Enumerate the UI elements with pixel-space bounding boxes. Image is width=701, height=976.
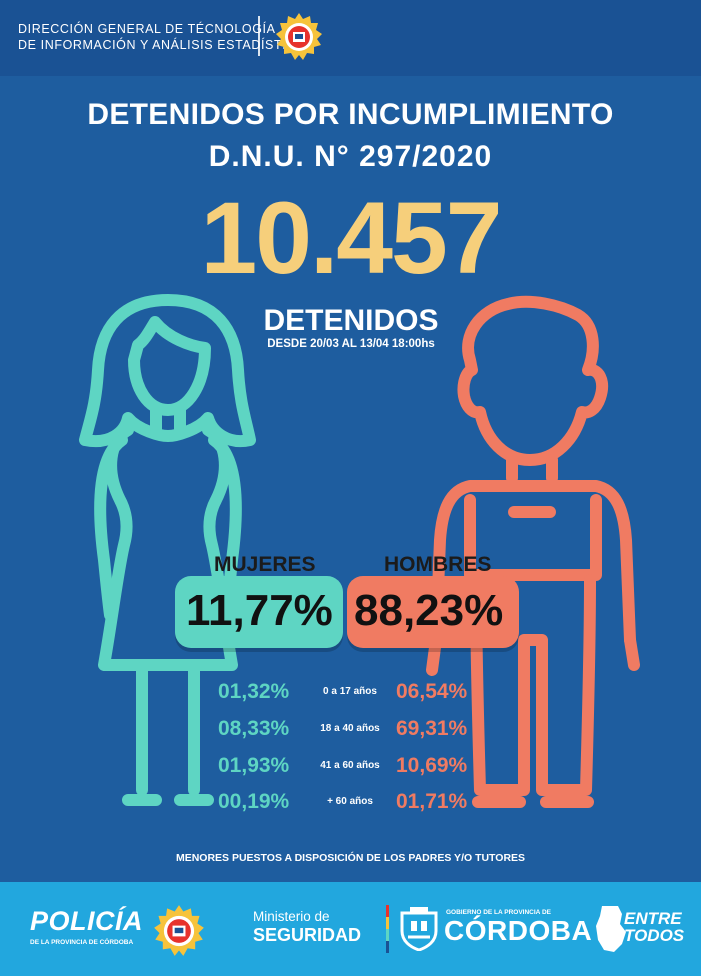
men-age-percent: 01,71% [396,790,468,813]
age-row: 01,32% 0 a 17 años 06,54% [0,680,701,710]
cordoba-map-icon [596,906,626,952]
cordoba-logo-text: CÓRDOBA [444,915,593,946]
policia-logo-subtitle: DE LA PROVINCIA DE CÓRDOBA [30,939,134,946]
men-label: HOMBRES [384,553,492,576]
age-row: 01,93% 41 a 60 años 10,69% [0,754,701,784]
header-title-line2: DE INFORMACIÓN Y ANÁLISIS ESTADÍSTICO [18,38,307,52]
women-label: MUJERES [214,553,316,576]
cordoba-divider [386,905,389,953]
cordoba-shield-icon [400,907,438,951]
men-age-percent: 69,31% [396,717,468,740]
women-percent: 11,77% [186,586,333,635]
total-detained-number: 10.457 [200,181,503,295]
header-divider [258,16,260,56]
page-title-line1: DETENIDOS POR INCUMPLIMIENTO [87,98,614,131]
age-range-label: 0 a 17 años [323,686,377,697]
age-row: 00,19% + 60 años 01,71% [0,790,701,820]
footnote: MENORES PUESTOS A DISPOSICIÓN DE LOS PAD… [175,852,526,864]
men-percent-box [347,576,519,648]
detained-label: DETENIDOS [263,304,439,337]
date-range: DESDE 20/03 AL 13/04 18:00hs [267,338,435,350]
police-badge-icon [154,905,204,956]
age-range-label: 41 a 60 años [320,760,380,771]
age-range-label: 18 a 40 años [320,723,380,734]
entre-todos-line1: ENTRE [624,909,682,928]
header-bar [0,0,701,76]
police-badge-icon [276,13,322,60]
entre-todos-line2: TODOS [624,926,685,945]
page-title-line2: D.N.U. N° 297/2020 [208,140,493,173]
policia-logo-text: POLICÍA [30,906,144,936]
header-title-line1: DIRECCIÓN GENERAL DE TÉCNOLOGÍA [18,22,276,36]
woman-figure-icon [79,294,256,806]
women-age-percent: 08,33% [218,717,290,740]
men-age-percent: 10,69% [396,754,468,777]
age-row: 08,33% 18 a 40 años 69,31% [0,717,701,747]
ministerio-line2: SEGURIDAD [253,925,362,945]
men-percent: 88,23% [354,586,504,635]
ministerio-line1: Ministerio de [253,909,330,924]
women-percent-box [175,576,343,648]
cordoba-logo-subtitle: GOBIERNO DE LA PROVINCIA DE [446,909,551,916]
man-figure-icon [426,295,640,808]
footer-bar [0,882,701,976]
women-age-percent: 00,19% [218,790,290,813]
age-range-label: + 60 años [327,796,373,807]
women-age-percent: 01,93% [218,754,290,777]
women-age-percent: 01,32% [218,680,290,703]
men-age-percent: 06,54% [396,680,468,703]
